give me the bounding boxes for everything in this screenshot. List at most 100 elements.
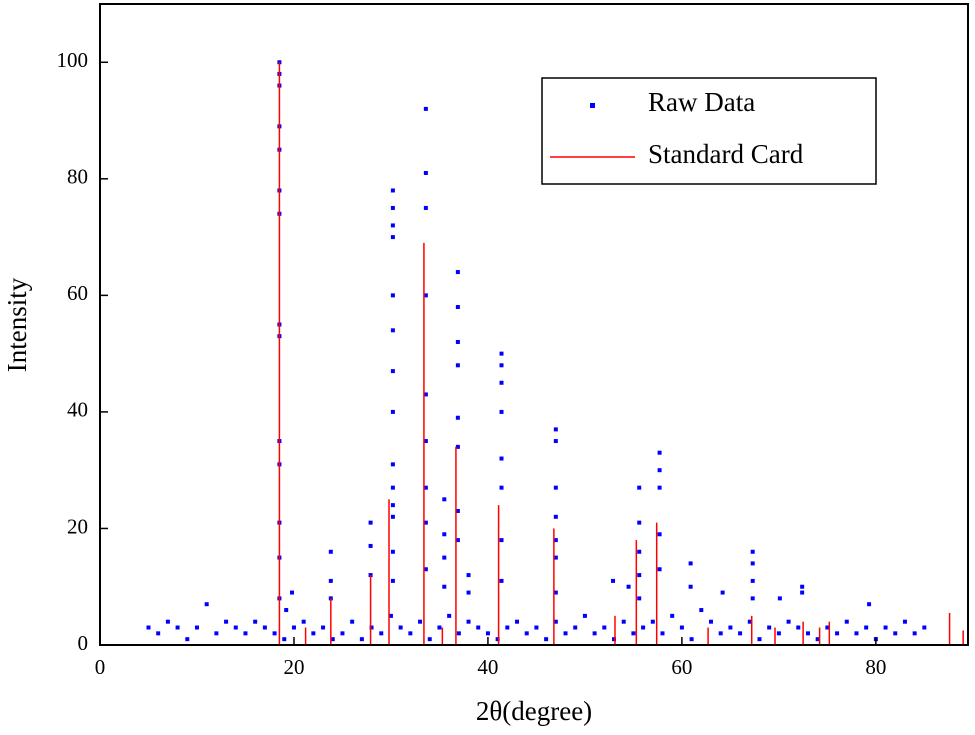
data-point xyxy=(262,625,267,630)
data-point xyxy=(243,631,248,636)
data-point xyxy=(553,590,558,595)
data-point xyxy=(455,339,460,344)
data-point xyxy=(657,532,662,537)
data-point xyxy=(883,625,888,630)
data-point xyxy=(204,602,209,607)
data-point xyxy=(390,369,395,374)
data-point xyxy=(447,613,452,618)
data-point xyxy=(390,205,395,210)
data-point xyxy=(854,631,859,636)
y-axis-label: Intensity xyxy=(2,277,32,372)
x-tick-label: 40 xyxy=(477,655,498,679)
data-point xyxy=(427,637,432,642)
data-point xyxy=(582,613,587,618)
data-point xyxy=(455,305,460,310)
data-point xyxy=(284,608,289,613)
data-point xyxy=(796,625,801,630)
data-point xyxy=(455,508,460,513)
data-point xyxy=(767,625,772,630)
legend-box xyxy=(541,77,877,185)
data-point xyxy=(423,520,428,525)
data-point xyxy=(442,584,447,589)
data-point xyxy=(553,514,558,519)
data-point xyxy=(499,456,504,461)
data-point xyxy=(815,637,820,642)
data-point xyxy=(499,538,504,543)
data-point xyxy=(679,625,684,630)
data-point xyxy=(390,328,395,333)
data-point xyxy=(657,567,662,572)
data-point xyxy=(835,631,840,636)
data-point xyxy=(495,637,500,642)
data-point xyxy=(368,520,373,525)
data-point xyxy=(650,619,655,624)
data-point xyxy=(637,520,642,525)
data-point xyxy=(476,625,481,630)
data-point xyxy=(750,549,755,554)
data-point xyxy=(442,532,447,537)
data-point xyxy=(455,270,460,275)
data-point xyxy=(455,444,460,449)
data-point xyxy=(553,619,558,624)
data-point xyxy=(602,625,607,630)
data-point xyxy=(408,631,413,636)
data-point xyxy=(718,631,723,636)
data-point xyxy=(311,631,316,636)
data-point xyxy=(637,573,642,578)
data-point xyxy=(328,578,333,583)
data-point xyxy=(437,625,442,630)
x-tick-label: 60 xyxy=(671,655,692,679)
data-point xyxy=(390,549,395,554)
data-point xyxy=(499,351,504,356)
data-point xyxy=(330,637,335,642)
data-point xyxy=(553,538,558,543)
data-point xyxy=(499,380,504,385)
data-point xyxy=(423,106,428,111)
data-point xyxy=(641,625,646,630)
data-point xyxy=(321,625,326,630)
data-point xyxy=(368,543,373,548)
data-point xyxy=(423,567,428,572)
data-point xyxy=(637,549,642,554)
data-point xyxy=(253,619,258,624)
data-point xyxy=(423,392,428,397)
x-tick-label: 20 xyxy=(283,655,304,679)
data-point xyxy=(282,637,287,642)
data-point xyxy=(442,555,447,560)
y-tick-label: 60 xyxy=(67,281,88,305)
data-point xyxy=(390,578,395,583)
data-point xyxy=(390,409,395,414)
data-point xyxy=(466,619,471,624)
plot-frame xyxy=(99,3,969,646)
data-point xyxy=(750,596,755,601)
data-point xyxy=(156,631,161,636)
data-point xyxy=(359,637,364,642)
data-point xyxy=(611,578,616,583)
data-point xyxy=(786,619,791,624)
data-point xyxy=(864,625,869,630)
data-point xyxy=(631,631,636,636)
data-point xyxy=(515,619,520,624)
data-point xyxy=(660,631,665,636)
legend-label: Raw Data xyxy=(648,87,755,117)
data-point xyxy=(224,619,229,624)
data-point xyxy=(657,468,662,473)
data-point xyxy=(844,619,849,624)
data-point xyxy=(423,293,428,298)
data-point xyxy=(388,613,393,618)
legend-label: Standard Card xyxy=(648,139,804,169)
data-point xyxy=(750,561,755,566)
data-point xyxy=(912,631,917,636)
data-point xyxy=(369,625,374,630)
data-point xyxy=(390,223,395,228)
data-point xyxy=(390,235,395,240)
data-point xyxy=(747,619,752,624)
data-point xyxy=(423,170,428,175)
data-point xyxy=(534,625,539,630)
data-point xyxy=(185,637,190,642)
y-tick-label: 100 xyxy=(57,48,89,72)
data-point xyxy=(499,578,504,583)
data-point xyxy=(777,596,782,601)
data-point xyxy=(563,631,568,636)
data-point xyxy=(340,631,345,636)
